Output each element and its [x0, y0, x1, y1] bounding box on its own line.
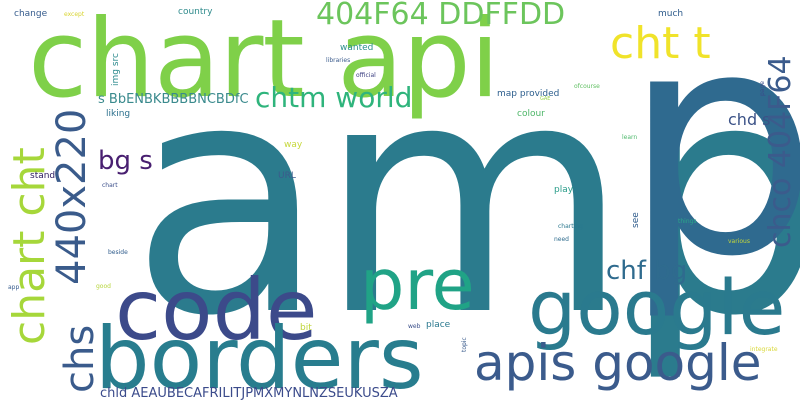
word-country: country — [178, 7, 213, 17]
word-bg-s: bg s — [98, 146, 153, 176]
word-chart-api: chart api — [28, 0, 500, 122]
word-things: things — [678, 218, 697, 225]
word-chtm-world: chtm world — [255, 81, 413, 114]
word-learn: learn — [622, 134, 638, 141]
word-page: page — [759, 81, 766, 96]
word-pre: pre — [360, 244, 475, 326]
word-p: p — [622, 0, 800, 325]
word-liking: liking — [106, 109, 131, 119]
word-gae: GAE — [540, 96, 551, 102]
word-chf-bg: chf bg — [606, 256, 688, 286]
word-chd-s: chd s — [728, 110, 771, 129]
word-map-provided: map provided — [497, 89, 560, 99]
word-cht-t: cht t — [610, 18, 711, 69]
word-good: good — [96, 283, 111, 290]
word-colour: colour — [517, 109, 545, 119]
word-app: app — [8, 284, 20, 291]
word-img-src: img src — [111, 53, 121, 86]
word-play: play — [554, 185, 574, 195]
word-see: see — [631, 212, 641, 228]
word-change: change — [14, 9, 48, 19]
word-apis-google: apis google — [474, 334, 762, 392]
word-way: way — [284, 140, 303, 150]
word-chart-small: chart — [102, 182, 118, 189]
word-google: google — [528, 263, 786, 352]
word-integrate: integrate — [750, 346, 778, 353]
word-hex-pair: 404F64 DDFFDD — [316, 0, 566, 32]
word-chco: chco 404F64 — [763, 55, 798, 248]
word-beside: beside — [108, 249, 128, 256]
word-place: place — [426, 320, 451, 330]
word-chld: chld AEAUBECAFRILITJPMXMYNLNZSEUKUSZA — [100, 386, 398, 400]
word-440x220: 440x220 — [49, 108, 95, 285]
word-except: except — [64, 11, 85, 18]
word-chs: chs — [57, 324, 103, 393]
word-bit: bit — [300, 323, 312, 333]
word-borders: borders — [95, 309, 424, 400]
word-charting: charting — [558, 223, 583, 230]
word-url: URL — [278, 171, 296, 181]
word-topic: topic — [461, 337, 468, 352]
word-need: need — [554, 236, 569, 243]
word-wanted: wanted — [340, 43, 374, 53]
word-s-bben: s BbENBKBBBBNCBDfC — [98, 92, 249, 107]
word-web: web — [408, 323, 421, 330]
word-much: much — [658, 9, 684, 19]
word-ofcourse: ofcourse — [574, 83, 600, 90]
word-libraries: libraries — [326, 57, 351, 64]
word-stand: stand — [30, 171, 56, 181]
word-code: code — [115, 261, 318, 359]
word-various: various — [728, 238, 750, 245]
word-official: official — [356, 72, 376, 79]
word-amp: amp — [130, 14, 800, 386]
